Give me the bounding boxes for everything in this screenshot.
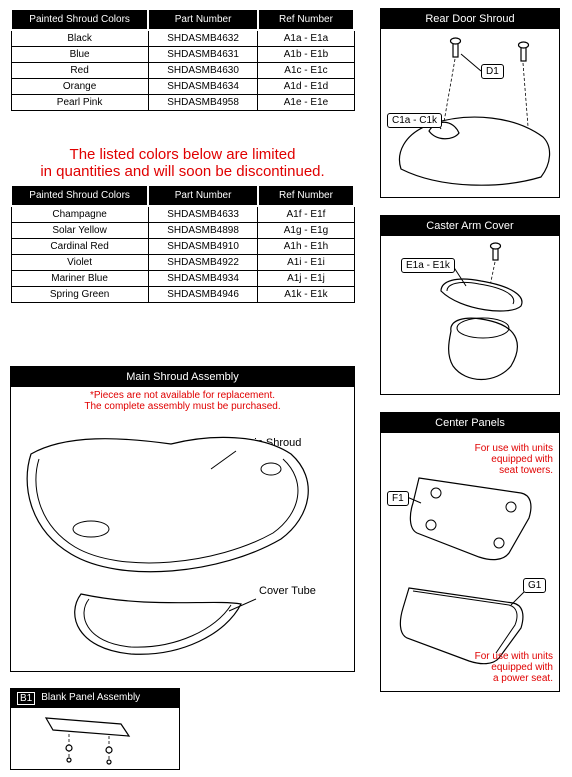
colors-table-2: Painted Shroud ColorsPart NumberRef Numb…	[10, 184, 355, 303]
table-header: Part Number	[148, 185, 258, 206]
rear-door-title: Rear Door Shroud	[381, 9, 559, 29]
table-header: Painted Shroud Colors	[11, 185, 148, 206]
blank-panel-diagram	[11, 708, 179, 770]
discontinued-warning: The listed colors below are limitedin qu…	[10, 140, 355, 184]
table-header: Painted Shroud Colors	[11, 9, 148, 30]
blank-panel-title: Blank Panel Assembly	[41, 692, 140, 705]
callout-d1: D1	[481, 64, 504, 79]
main-shroud-diagram	[11, 399, 354, 669]
blank-panel-code: B1	[17, 692, 35, 705]
table-row: RedSHDASMB4630A1c - E1c	[11, 63, 354, 79]
table-row: ChampagneSHDASMB4633A1f - E1f	[11, 206, 354, 223]
table-row: OrangeSHDASMB4634A1d - E1d	[11, 79, 354, 95]
colors-table-1: Painted Shroud ColorsPart NumberRef Numb…	[10, 8, 355, 111]
center-panels: Center Panels F1 G1 For use with units e…	[380, 412, 560, 692]
table-header: Part Number	[148, 9, 258, 30]
blank-panel: B1 Blank Panel Assembly	[10, 688, 180, 770]
callout-e1: E1a - E1k	[401, 258, 455, 273]
table-row: Solar YellowSHDASMB4898A1g - E1g	[11, 223, 354, 239]
table-row: Cardinal RedSHDASMB4910A1h - E1h	[11, 239, 354, 255]
table-row: BlueSHDASMB4631A1b - E1b	[11, 47, 354, 63]
main-shroud-panel: Main Shroud Assembly *Pieces are not ava…	[10, 366, 355, 672]
blank-panel-header: B1 Blank Panel Assembly	[11, 689, 179, 708]
callout-f1: F1	[387, 491, 409, 506]
table-row: Spring GreenSHDASMB4946A1k - E1k	[11, 287, 354, 303]
table-row: Mariner BlueSHDASMB4934A1j - E1j	[11, 271, 354, 287]
note-power-seat: For use with units equipped with a power…	[475, 651, 553, 684]
table-row: BlackSHDASMB4632A1a - E1a	[11, 30, 354, 47]
center-panels-title: Center Panels	[381, 413, 559, 433]
rear-door-panel: Rear Door Shroud D1 C1a - C1k	[380, 8, 560, 198]
callout-c1: C1a - C1k	[387, 113, 442, 128]
main-shroud-title: Main Shroud Assembly	[11, 367, 354, 387]
callout-g1: G1	[523, 578, 546, 593]
table-row: VioletSHDASMB4922A1i - E1i	[11, 255, 354, 271]
table-header: Ref Number	[258, 9, 354, 30]
caster-title: Caster Arm Cover	[381, 216, 559, 236]
table-row: Pearl PinkSHDASMB4958A1e - E1e	[11, 95, 354, 111]
table-header: Ref Number	[258, 185, 354, 206]
caster-panel: Caster Arm Cover E1a - E1k	[380, 215, 560, 395]
note-seat-towers: For use with units equipped with seat to…	[475, 443, 553, 476]
